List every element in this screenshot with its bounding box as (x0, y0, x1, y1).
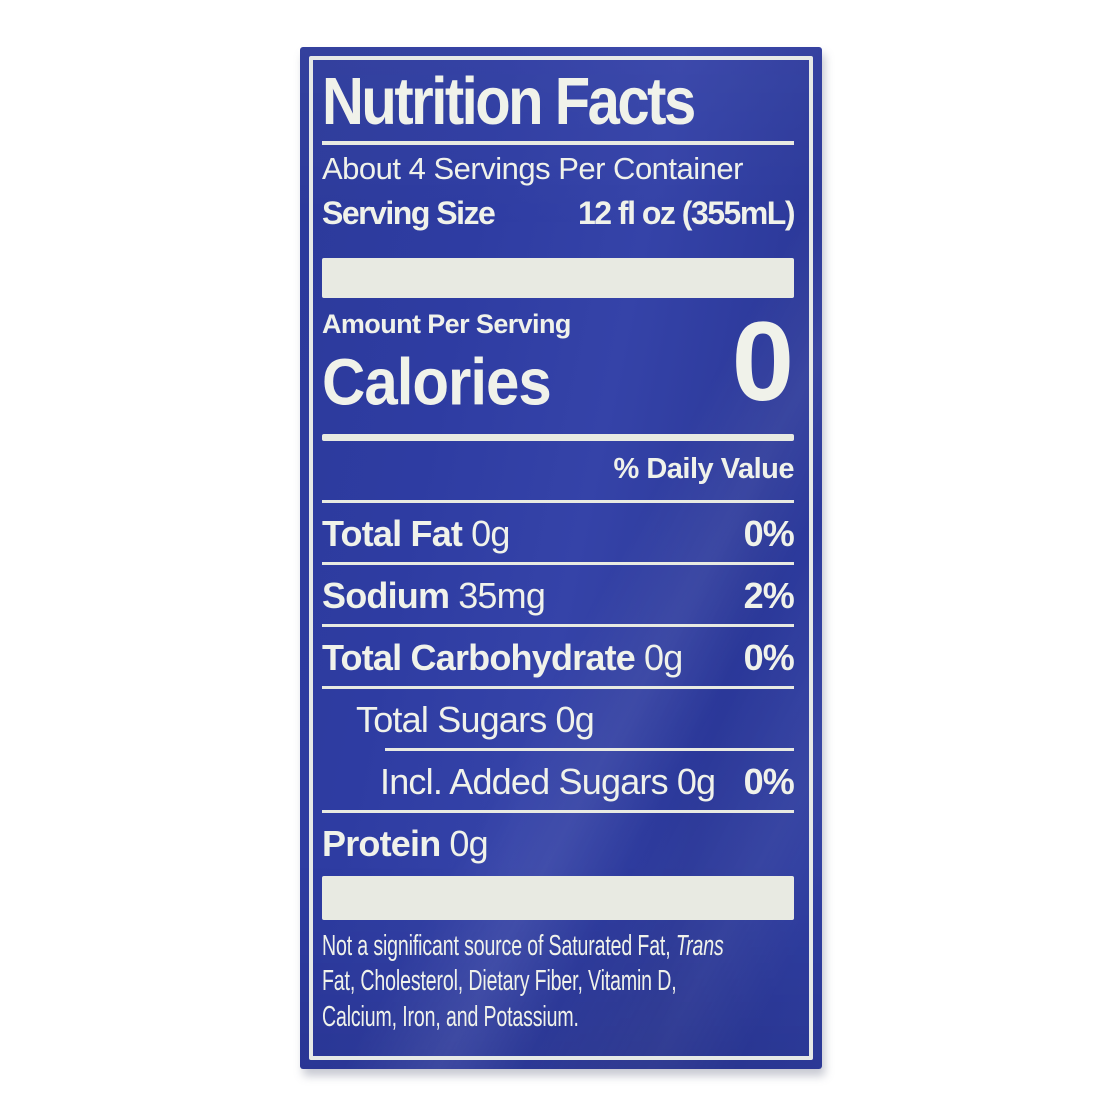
nutrient-row: Protein 0g (322, 813, 794, 868)
nutrient-name: Total Fat (322, 512, 463, 554)
calories-left-column: Amount Per Serving Calories (322, 309, 571, 418)
nutrient-dv: 2% (743, 574, 795, 616)
nutrient-name: Protein (322, 822, 441, 864)
nutrient-dv: 0% (743, 512, 795, 554)
nutrient-dv: 0% (743, 636, 795, 678)
nutrient-amount: 0g (676, 760, 716, 802)
nutrient-amount: 0g (449, 822, 488, 864)
footnote-line-3: Calcium, Iron, and Potassium. (322, 1001, 579, 1034)
nutrient-row: Total Fat 0g 0% (322, 503, 795, 565)
nutrient-name-group: Total Carbohydrate 0g (322, 636, 683, 678)
label-content: Nutrition Facts About 4 Servings Per Con… (322, 64, 796, 1037)
nutrient-amount: 35mg (458, 574, 546, 616)
calories-label: Calories (322, 345, 552, 419)
footnote-line-2: Fat, Cholesterol, Dietary Fiber, Vitamin… (322, 965, 677, 998)
daily-value-header: % Daily Value (322, 441, 795, 503)
calories-value: 0 (731, 299, 794, 425)
nutrient-name: Incl. Added Sugars (380, 760, 669, 802)
nutrition-label: Nutrition Facts About 4 Servings Per Con… (300, 47, 822, 1069)
title-underline (322, 141, 794, 145)
footnote-line1-text: Not a significant source of Saturated Fa… (322, 929, 676, 962)
calories-block: Amount Per Serving Calories 0 (322, 299, 794, 425)
nutrient-row: Sodium 35mg 2% (322, 565, 795, 627)
separator-bar-top (322, 258, 794, 299)
nutrient-name-group: Protein 0g (322, 822, 489, 864)
label-title: Nutrition Facts (322, 64, 696, 140)
amount-per-serving-label: Amount Per Serving (322, 309, 571, 340)
footnote: Not a significant source of Saturated Fa… (322, 929, 794, 1037)
nutrient-dv: 0% (743, 760, 795, 802)
nutrient-name: Sodium (322, 574, 450, 616)
nutrient-name-group: Total Sugars 0g (356, 698, 595, 740)
serving-size-label: Serving Size (322, 195, 496, 232)
nutrient-rows: Total Fat 0g 0% Sodium 35mg 2% Total Carbo… (322, 503, 795, 868)
serving-size-value: 12 fl oz (355mL) (577, 195, 796, 232)
footnote-line-1: Not a significant source of Saturated Fa… (322, 929, 794, 965)
footnote-trans-italic: Trans (675, 929, 724, 962)
separator-bar-bottom (322, 875, 794, 920)
nutrient-row: Total Carbohydrate 0g 0% (322, 627, 795, 689)
nutrient-name: Total Carbohydrate (322, 636, 636, 678)
nutrient-amount: 0g (471, 512, 510, 554)
nutrient-name-group: Sodium 35mg (322, 574, 546, 616)
serving-size-row: Serving Size 12 fl oz (355mL) (322, 194, 796, 232)
nutrient-name-group: Incl. Added Sugars 0g (380, 760, 716, 802)
nutrient-row: Total Sugars 0g (322, 689, 794, 751)
nutrient-name-group: Total Fat 0g (322, 512, 510, 554)
servings-per-container: About 4 Servings Per Container (322, 151, 743, 186)
nutrient-name: Total Sugars (356, 698, 547, 740)
nutrient-amount: 0g (643, 636, 683, 678)
nutrient-amount: 0g (555, 698, 595, 740)
separator-bar-calories (322, 433, 794, 441)
nutrient-row: Incl. Added Sugars 0g 0% (322, 751, 795, 813)
